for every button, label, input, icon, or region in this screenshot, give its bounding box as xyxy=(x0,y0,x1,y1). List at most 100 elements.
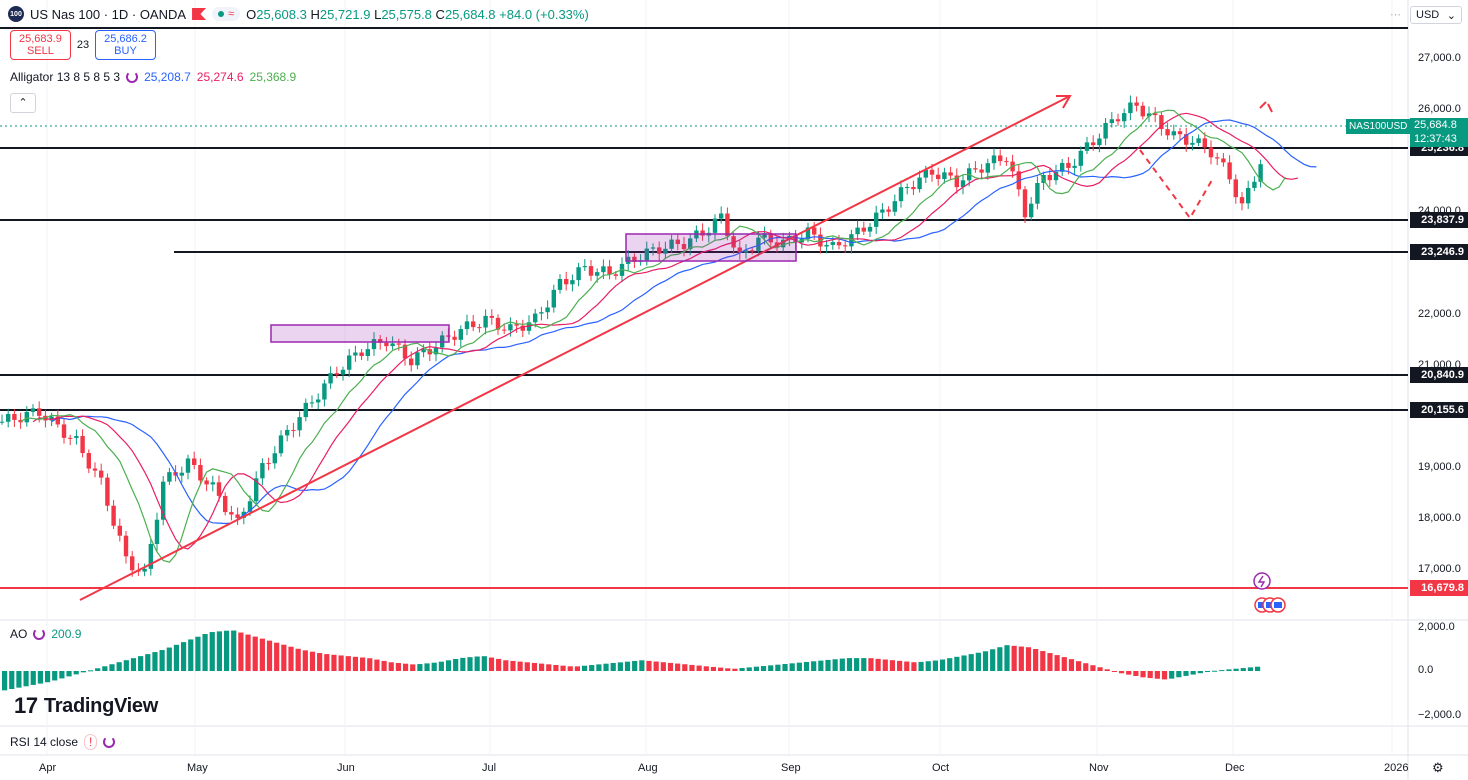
sell-button[interactable]: 25,683.9 SELL xyxy=(10,30,71,60)
ao-bar xyxy=(159,650,165,671)
candle-body xyxy=(334,373,339,375)
candle-body xyxy=(452,336,457,340)
market-status[interactable]: ≈ xyxy=(212,7,241,21)
candle-body xyxy=(477,327,482,329)
candle-body xyxy=(985,163,990,173)
candle-body xyxy=(185,458,191,473)
candle-body xyxy=(880,209,885,213)
candle-body xyxy=(756,237,761,251)
ao-legend[interactable]: AO 200.9 xyxy=(10,627,81,641)
alligator-lips-line xyxy=(20,109,1286,563)
alligator-legend[interactable]: Alligator 13 8 5 8 5 3 25,208.7 25,274.6… xyxy=(10,70,296,84)
candle-body xyxy=(1047,174,1052,181)
flag-icon[interactable] xyxy=(192,8,207,20)
more-icon[interactable]: ⋯ xyxy=(1390,9,1401,21)
ao-cycle-icon[interactable] xyxy=(33,628,46,640)
candle-body xyxy=(1109,119,1114,124)
ao-bar xyxy=(574,666,580,671)
candle-body xyxy=(700,230,705,236)
ao-bar xyxy=(1219,670,1225,672)
ao-bar xyxy=(760,666,767,671)
settings-gear-icon[interactable]: ⚙ xyxy=(1432,760,1444,775)
candle-body xyxy=(204,480,209,485)
alert-icon[interactable]: ! xyxy=(84,734,98,750)
candle-body xyxy=(588,266,594,276)
ao-bar xyxy=(1169,671,1175,679)
ao-bar xyxy=(789,663,795,671)
candle-body xyxy=(1035,183,1040,204)
candle-body xyxy=(874,212,879,227)
ao-bar xyxy=(653,661,659,671)
candle-body xyxy=(111,505,116,526)
candle-body xyxy=(886,209,891,212)
ao-bar xyxy=(710,666,717,671)
candle-body xyxy=(1134,102,1139,106)
candle-body xyxy=(830,242,835,245)
rsi-cycle-icon[interactable] xyxy=(103,736,116,748)
ao-bar xyxy=(875,658,881,671)
ao-bar xyxy=(954,656,960,671)
ao-bar xyxy=(846,658,853,671)
level-price-label: 16,679.8 xyxy=(1410,580,1468,596)
candle-body xyxy=(390,343,395,347)
alligator-lips: 25,368.9 xyxy=(249,70,297,84)
ao-bar xyxy=(1226,669,1232,671)
candle-body xyxy=(1159,115,1164,130)
candle-body xyxy=(464,321,470,330)
candle-body xyxy=(557,278,563,290)
collapse-legend-button[interactable]: ⌃ xyxy=(10,93,36,113)
price-axis-label: 22,000.0 xyxy=(1418,308,1461,320)
ao-bar xyxy=(567,666,573,671)
ao-bar xyxy=(1154,671,1160,679)
candle-body xyxy=(365,349,370,357)
candle-body xyxy=(92,468,98,471)
candle-body xyxy=(948,172,953,176)
candle-body xyxy=(762,233,767,238)
candle-body xyxy=(613,274,618,276)
price-axis-label: 27,000.0 xyxy=(1418,52,1461,64)
projection-path xyxy=(1139,149,1213,220)
candle-body xyxy=(1184,134,1189,145)
candle-body xyxy=(1004,161,1009,163)
candle-body xyxy=(514,324,519,326)
ao-bar xyxy=(252,636,258,671)
candle-body xyxy=(74,436,79,438)
ao-bar xyxy=(445,660,452,671)
currency-select[interactable]: USD ⌄ xyxy=(1410,6,1462,24)
candle-body xyxy=(508,324,513,331)
consolidation-box xyxy=(625,233,797,262)
trendline xyxy=(79,95,1071,601)
settings-cycle-icon[interactable] xyxy=(126,71,139,83)
candle-body xyxy=(905,187,910,189)
candle-body xyxy=(266,463,271,465)
ao-bar xyxy=(231,630,237,671)
candle-body xyxy=(61,424,67,438)
candle-body xyxy=(582,266,587,268)
candle-body xyxy=(570,280,575,285)
candle-body xyxy=(1233,179,1238,198)
ao-bar xyxy=(782,663,788,671)
candle-body xyxy=(998,155,1003,162)
candle-body xyxy=(1177,131,1183,135)
candle-body xyxy=(855,227,860,235)
tradingview-logo: 17 TradingView xyxy=(14,693,159,718)
buy-button[interactable]: 25,686.2 BUY xyxy=(95,30,156,60)
symbol-title[interactable]: US Nas 100 · 1D · OANDA xyxy=(30,6,187,22)
projection-path-2 xyxy=(1259,101,1273,113)
rsi-legend[interactable]: RSI 14 close ! xyxy=(10,734,116,750)
candle-body xyxy=(1029,203,1034,218)
candle-body xyxy=(86,453,91,469)
ao-bar xyxy=(854,658,860,671)
candle-body xyxy=(142,568,147,572)
candle-body xyxy=(1146,113,1152,117)
candle-body xyxy=(328,373,333,384)
ao-bar xyxy=(9,671,15,689)
candle-body xyxy=(632,256,637,262)
candle-body xyxy=(1196,138,1201,143)
candle-body xyxy=(750,250,755,252)
candle-body xyxy=(688,238,693,250)
ao-bar xyxy=(1161,671,1168,680)
price-axis-label: 18,000.0 xyxy=(1418,512,1461,524)
candle-body xyxy=(415,352,420,366)
